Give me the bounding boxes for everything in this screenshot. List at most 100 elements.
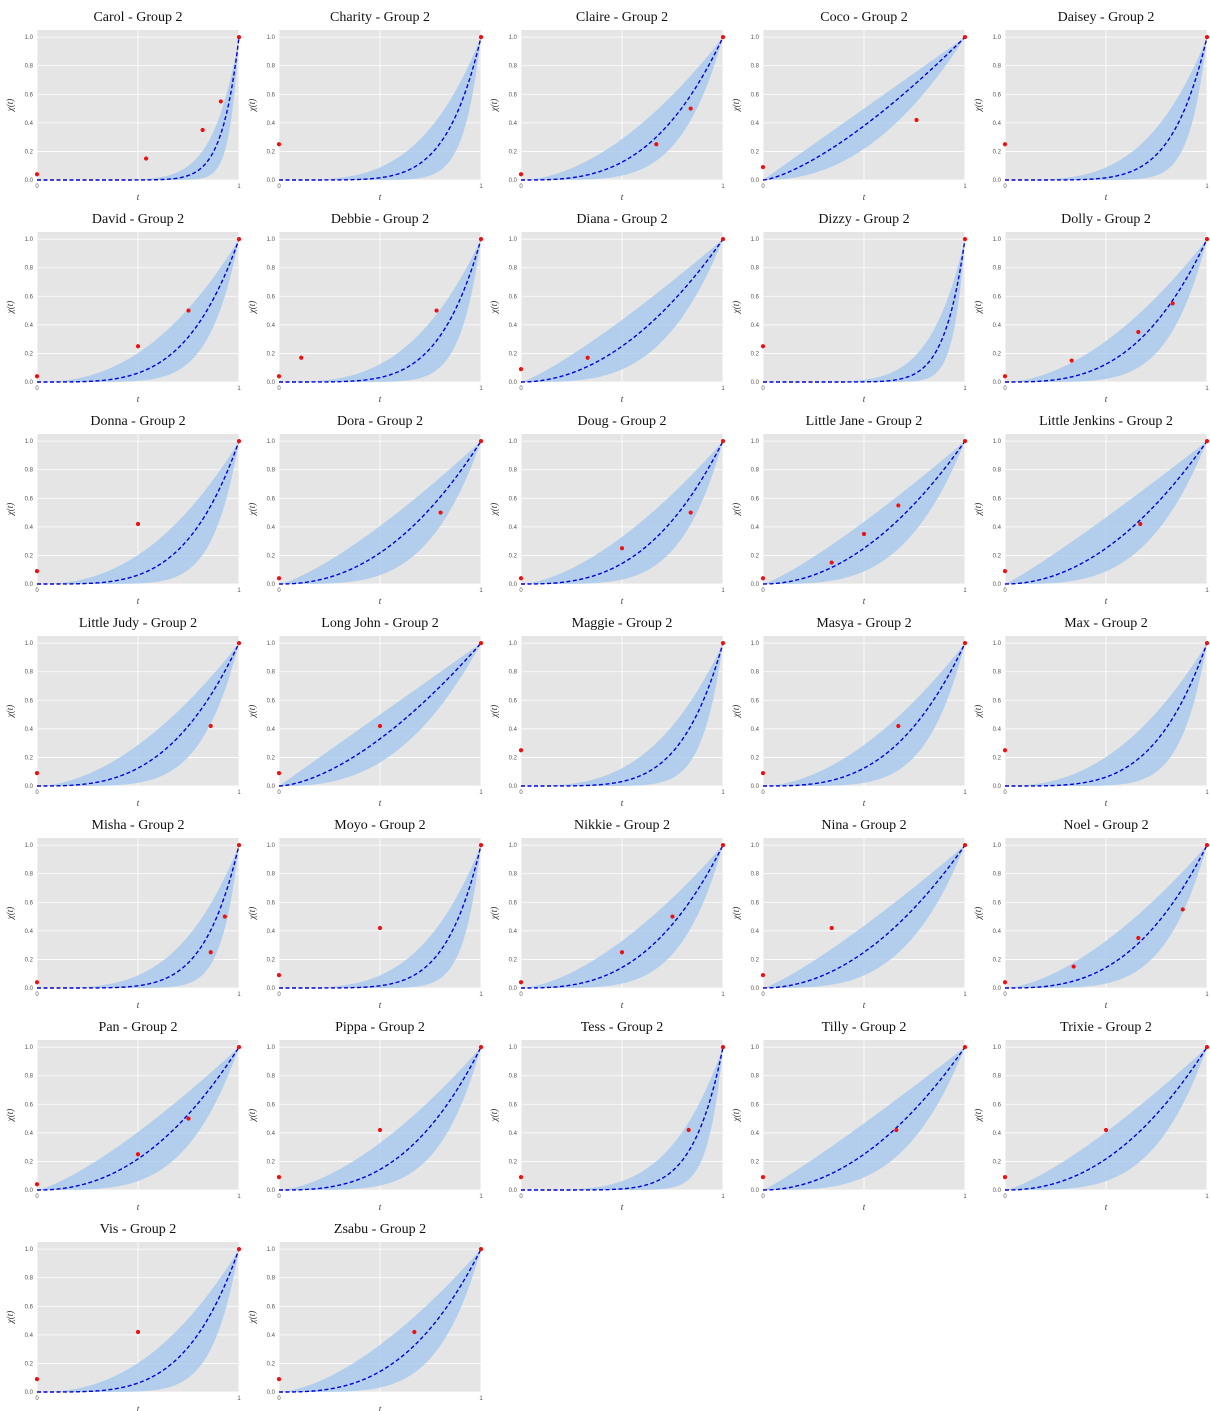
- data-point: [1170, 301, 1175, 306]
- subplot-title: Vis - Group 2: [100, 1222, 177, 1237]
- y-tick-label: 0.0: [751, 784, 760, 790]
- x-axis-label: t: [863, 596, 866, 606]
- data-point: [518, 172, 524, 177]
- y-tick-label: 0.8: [25, 64, 34, 70]
- data-point: [236, 843, 242, 848]
- uncertainty-band: [279, 845, 481, 988]
- y-axis-label: χ(t): [247, 301, 257, 314]
- subplot: 0.0 0.2 0.4 0.6 0.8 1.0 0 1 t χ(t) Masya - Group 2: [731, 616, 967, 808]
- y-tick-label: 0.8: [751, 64, 760, 70]
- x-tick-label: 1: [1205, 790, 1209, 796]
- y-tick-label: 0.8: [267, 468, 276, 474]
- y-tick-label: 1.0: [509, 641, 518, 647]
- y-tick-label: 0.8: [25, 1276, 34, 1282]
- y-tick-label: 1.0: [25, 1045, 34, 1051]
- x-tick-label: 1: [237, 790, 241, 796]
- data-point: [276, 973, 282, 978]
- y-tick-label: 0.2: [751, 149, 760, 155]
- x-tick-label: 0: [1003, 386, 1007, 392]
- x-tick-label: 0: [519, 588, 523, 594]
- y-tick-label: 0.2: [25, 1159, 34, 1165]
- y-tick-label: 0.4: [993, 121, 1002, 127]
- y-tick-label: 0.6: [509, 900, 518, 906]
- subplot-title: Daisey - Group 2: [1058, 10, 1155, 25]
- y-tick-label: 0.4: [25, 1333, 34, 1339]
- mean-curve: [763, 642, 966, 787]
- y-tick-label: 0.2: [25, 957, 34, 963]
- y-tick-label: 0.4: [993, 929, 1002, 935]
- y-tick-label: 0.0: [751, 178, 760, 184]
- x-tick-label: 1: [479, 588, 483, 594]
- subplot-title: Diana - Group 2: [576, 212, 667, 227]
- x-axis-label: t: [379, 394, 382, 404]
- mean-curve: [37, 238, 240, 383]
- subplot-title: Long John - Group 2: [321, 616, 438, 631]
- data-point: [518, 748, 524, 753]
- data-point: [720, 439, 726, 444]
- y-tick-label: 1.0: [509, 237, 518, 243]
- data-point: [186, 1116, 191, 1121]
- y-axis-label: χ(t): [973, 1109, 983, 1122]
- y-tick-label: 0.6: [993, 294, 1002, 300]
- x-tick-label: 0: [519, 992, 523, 998]
- data-point: [208, 950, 213, 955]
- y-tick-label: 0.0: [993, 178, 1002, 184]
- y-tick-label: 0.8: [25, 670, 34, 676]
- uncertainty-band: [37, 1047, 239, 1190]
- data-point: [619, 950, 625, 955]
- y-tick-label: 1.0: [25, 1247, 34, 1253]
- data-point: [720, 641, 726, 646]
- data-point: [135, 1329, 141, 1335]
- data-point: [720, 237, 726, 242]
- data-point: [276, 142, 282, 147]
- subplot-title: Zsabu - Group 2: [334, 1222, 426, 1237]
- uncertainty-band: [763, 643, 965, 786]
- data-point: [720, 35, 726, 40]
- y-tick-label: 0.4: [509, 323, 518, 329]
- data-point: [276, 576, 282, 581]
- data-point: [236, 1045, 242, 1050]
- x-axis-label: t: [137, 596, 140, 606]
- subplot: 0.0 0.2 0.4 0.6 0.8 1.0 0 1 t χ(t) Claire - Group …: [489, 10, 725, 202]
- x-tick-label: 0: [519, 184, 523, 190]
- y-tick-label: 0.2: [993, 553, 1002, 559]
- data-point: [896, 723, 901, 729]
- uncertainty-band: [521, 845, 723, 988]
- uncertainty-band: [521, 1047, 723, 1190]
- y-axis-label: χ(t): [247, 503, 257, 516]
- x-axis-label: t: [137, 394, 140, 404]
- uncertainty-band: [1005, 239, 1207, 382]
- y-tick-label: 0.6: [25, 698, 34, 704]
- mean-curve: [521, 36, 724, 181]
- y-tick-label: 0.4: [267, 121, 276, 127]
- x-tick-label: 0: [1003, 790, 1007, 796]
- y-axis-label: χ(t): [247, 1109, 257, 1122]
- y-tick-label: 0.8: [993, 64, 1002, 70]
- data-point: [1002, 748, 1008, 753]
- y-tick-label: 1.0: [267, 641, 276, 647]
- subplot-title: Moyo - Group 2: [334, 818, 425, 833]
- data-point: [478, 641, 484, 646]
- x-tick-label: 0: [277, 992, 281, 998]
- subplot: 0.0 0.2 0.4 0.6 0.8 1.0 0 1 t χ(t) Long John - Gro…: [247, 616, 483, 808]
- data-point: [1002, 1175, 1008, 1180]
- y-tick-label: 0.8: [751, 266, 760, 272]
- data-point: [654, 142, 659, 147]
- x-tick-label: 0: [35, 992, 39, 998]
- subplot: 0.0 0.2 0.4 0.6 0.8 1.0 0 1 t χ(t) Coco - Group 2: [731, 10, 967, 202]
- uncertainty-band: [763, 845, 965, 988]
- uncertainty-band: [279, 643, 481, 786]
- x-tick-label: 0: [761, 386, 765, 392]
- x-tick-label: 1: [237, 1194, 241, 1200]
- subplot-title: Tilly - Group 2: [822, 1020, 907, 1035]
- y-axis-label: χ(t): [731, 503, 741, 516]
- x-tick-label: 0: [519, 1194, 523, 1200]
- y-tick-label: 0.2: [25, 755, 34, 761]
- data-point: [760, 576, 766, 581]
- y-axis-label: χ(t): [973, 99, 983, 112]
- subplot-title: Trixie - Group 2: [1060, 1020, 1152, 1035]
- x-axis-label: t: [379, 1000, 382, 1010]
- uncertainty-band: [763, 37, 965, 180]
- uncertainty-band: [1005, 643, 1207, 786]
- data-point: [962, 1045, 968, 1050]
